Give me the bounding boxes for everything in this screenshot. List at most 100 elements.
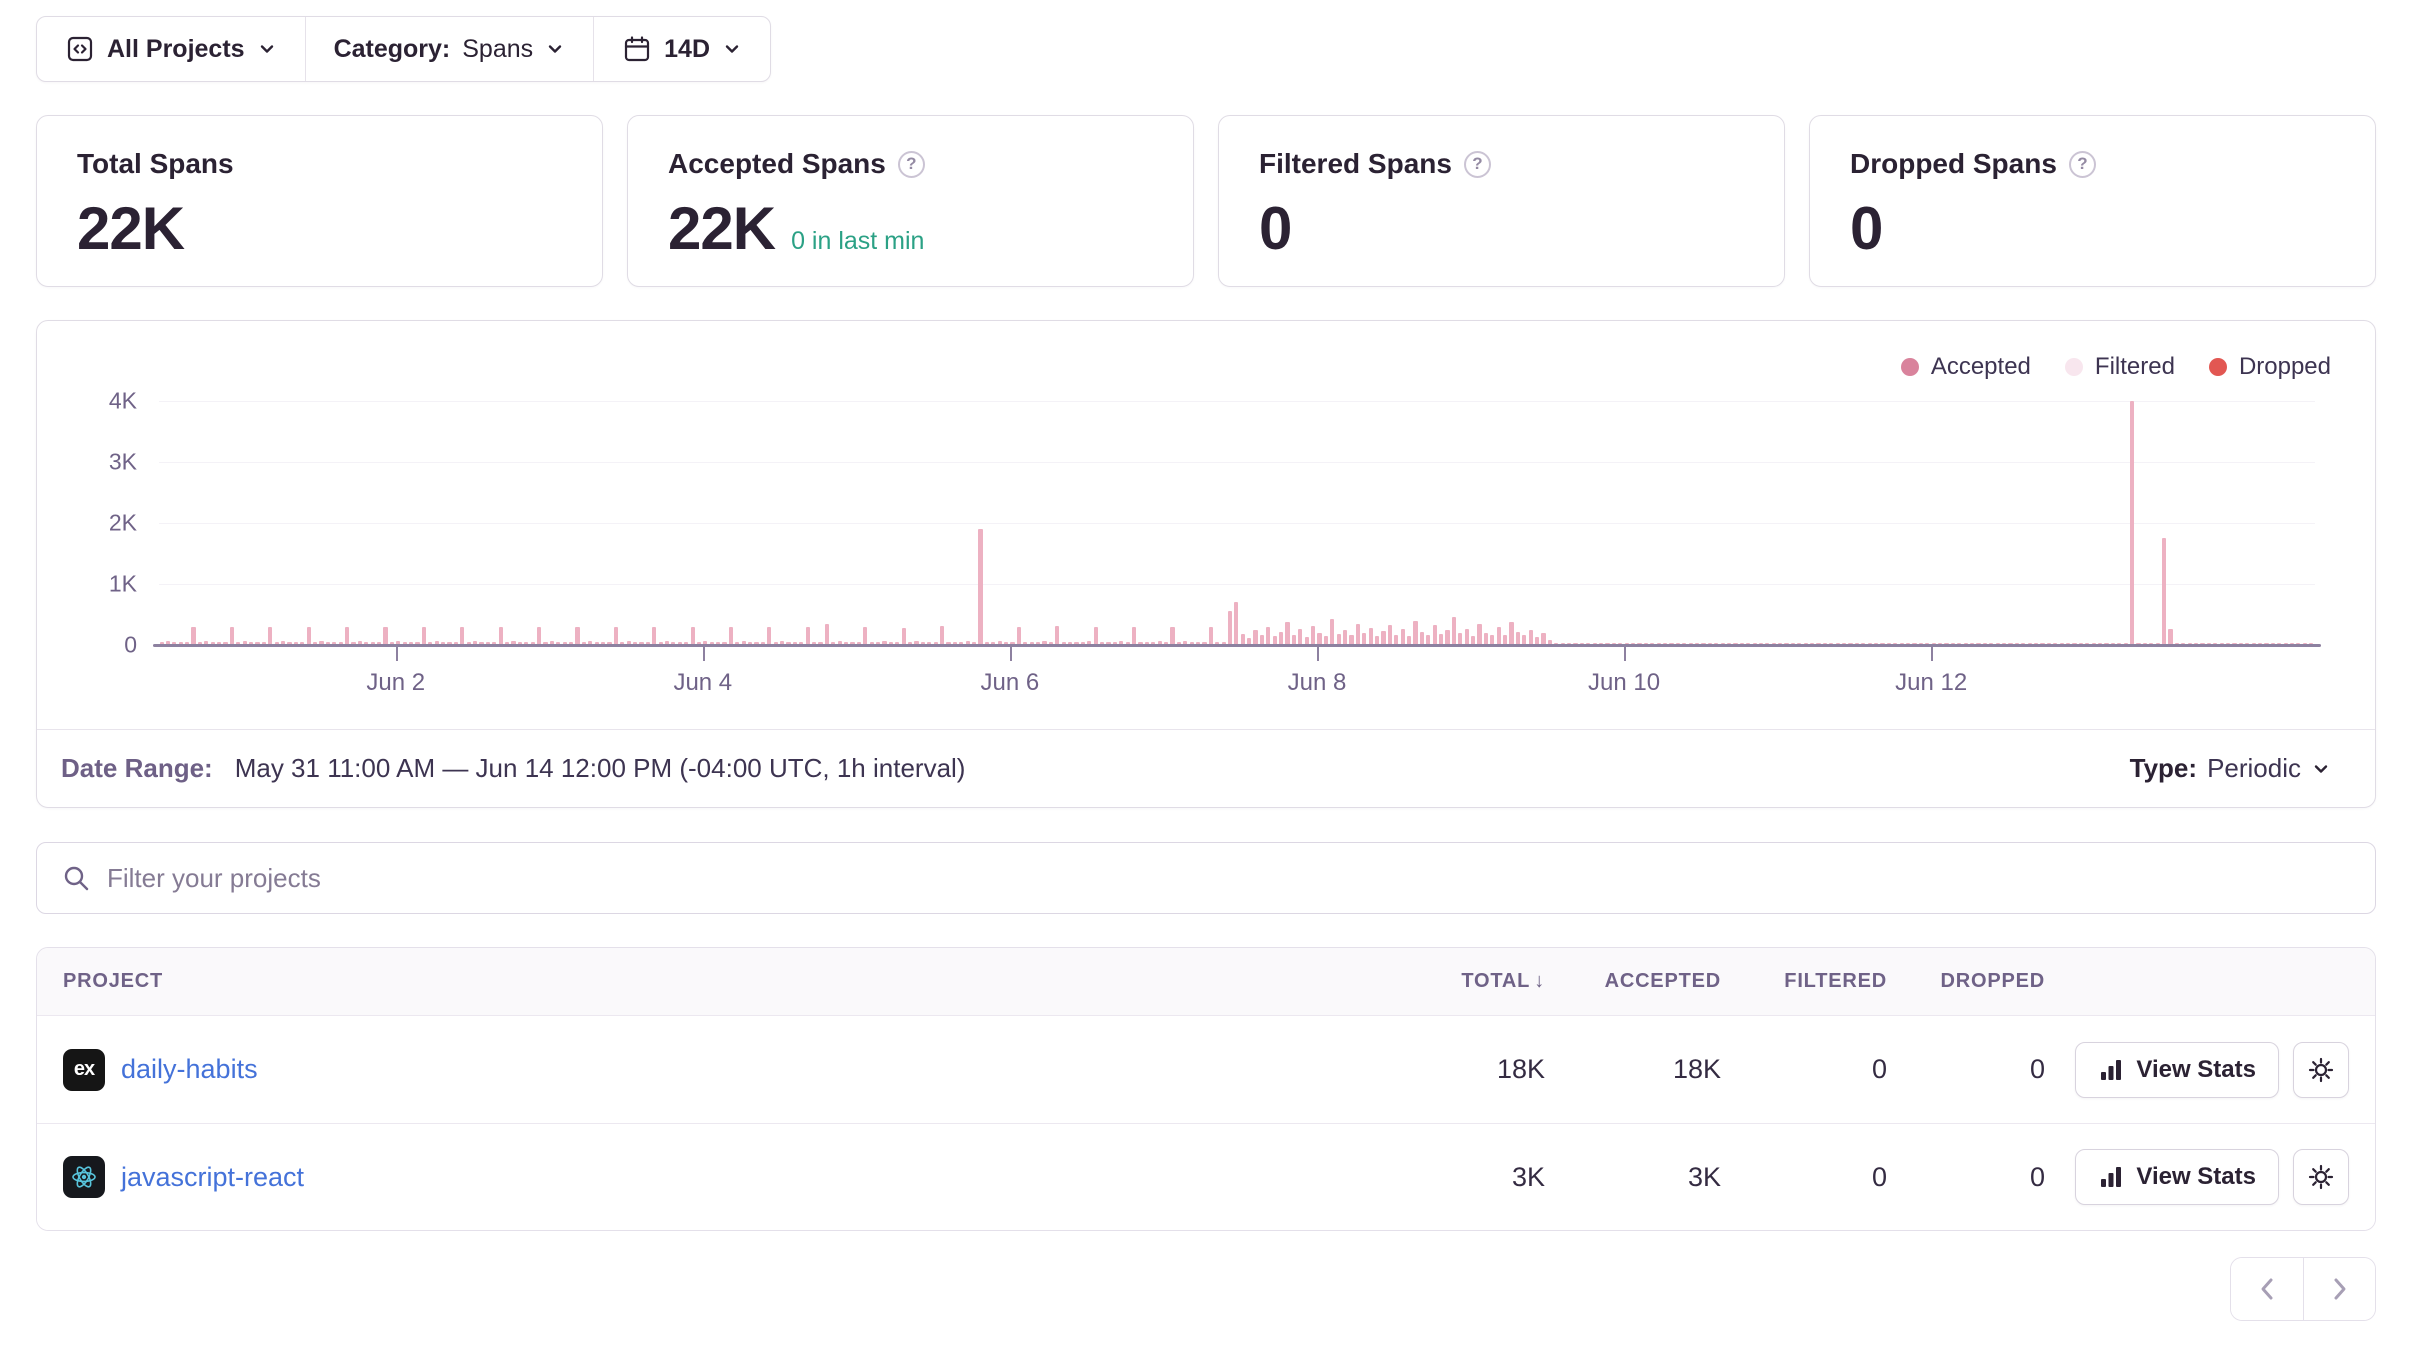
category-label: Category: [333,34,451,63]
chart-bar [1675,642,1680,645]
card-value: 0 [1259,195,1292,262]
chart-bar [1906,642,1911,645]
chart-bar [2002,642,2007,645]
chart-bar [1298,629,1303,645]
chart-bar [997,641,1002,645]
chevron-down-icon [2314,764,2328,773]
chart-bar [543,641,548,645]
type-selector[interactable]: Type: Periodic [2130,753,2331,784]
chart-bar [1016,627,1021,645]
column-header-total[interactable]: TOTAL ↓ [1461,970,1545,992]
chart-bar [2277,642,2282,645]
card-dropped-spans: Dropped Spans ? 0 [1809,115,2376,287]
chart-bar [2034,642,2039,645]
chart-bar [332,641,337,645]
chart-bar [402,642,407,645]
chart-bar [1758,642,1764,645]
date-range-value: 14D [664,34,711,63]
chart-bar [1970,642,1975,645]
chart-bar [2213,642,2218,645]
chart-bar [1957,642,1962,645]
legend-label: Accepted [1930,353,2031,380]
chart-bar [1023,642,1028,645]
chart-bar [1854,642,1860,645]
chart-bar [1157,641,1162,645]
chart-bar [1355,623,1361,645]
chart-bar [1643,642,1648,645]
y-tick-label: 1K [108,570,137,597]
next-page-button[interactable] [2303,1258,2375,1320]
chart-bar [396,641,401,645]
chart-bar [748,642,753,645]
legend-item-dropped[interactable]: Dropped [2208,351,2331,383]
chart-bar [632,642,638,645]
chart-bar [856,641,862,645]
react-platform-icon [63,1156,105,1198]
chart-bar [639,641,644,645]
chart-bar [1778,642,1783,645]
search-icon [64,866,89,891]
card-title: Accepted Spans [668,148,886,179]
type-label: Type: [2129,753,2198,783]
express-platform-icon: ex [63,1048,105,1091]
chart-bar [1816,642,1821,645]
chart-bar [952,641,957,645]
chart-bar [2302,642,2307,645]
bar-chart: Jun 2 Jun 4 Jun 6 Jun 8 Jun 10 Jun 12 0 1K 2K 3K… [109,388,2321,696]
chart-bar [1426,634,1431,645]
chart-bar [1503,634,1508,645]
table-row: ex daily-habits 18K 18K 0 0 View Stats [37,1016,2375,1123]
chart-bar [1240,634,1245,645]
legend-item-filtered[interactable]: Filtered [2064,351,2175,383]
project-selector[interactable]: All Projects [37,17,305,81]
chart-bar [1739,642,1744,645]
chart-bar [1618,642,1623,645]
project-settings-button[interactable] [2293,1041,2349,1098]
pagination [36,1257,2376,1341]
project-link[interactable]: javascript-react [121,1161,305,1192]
chart-bar [1080,642,1085,645]
help-icon[interactable]: ? [2068,150,2096,178]
category-selector[interactable]: Category: Spans [304,17,594,81]
chart-bar [1119,641,1124,645]
accepted-cell: 18K [1672,1054,1721,1084]
chart-bar [1253,629,1258,645]
chart-bar [1592,642,1597,645]
chart-bar [1938,642,1943,645]
project-settings-button[interactable] [2293,1149,2349,1205]
help-icon[interactable]: ? [897,150,925,178]
chart-bar [2193,642,2199,645]
project-link[interactable]: daily-habits [121,1054,258,1084]
chart-bar [1701,642,1706,645]
chart-bar [1950,642,1956,645]
chart-bar [1912,642,1917,645]
chart-bar [581,641,586,645]
search-input[interactable] [107,862,2351,894]
x-tick [1624,647,1627,661]
chart-bar [1227,611,1233,645]
chart-bar [2289,642,2295,645]
chart-bar [824,623,830,645]
card-title: Dropped Spans [1850,148,2057,179]
chart-bar [2014,642,2019,645]
view-stats-button[interactable]: View Stats [2075,1149,2279,1205]
card-value: 22K [668,195,776,262]
accepted-dot-icon [1900,358,1919,376]
chart-bar [1151,641,1156,645]
chart-bar [1317,632,1322,645]
view-stats-button[interactable]: View Stats [2075,1041,2279,1098]
previous-page-button[interactable] [2231,1258,2303,1320]
chart-bar [1714,642,1719,645]
chart-bar [1247,637,1252,645]
chart-bar [991,642,996,645]
chart-bar [1413,620,1418,645]
chart-bar [1266,626,1271,645]
chart-bar [1982,642,1987,645]
chart-bar [1598,642,1604,645]
legend-item-accepted[interactable]: Accepted [1900,351,2031,383]
chart-bar [1624,642,1629,645]
date-range-selector[interactable]: 14D [593,17,770,81]
help-icon[interactable]: ? [1463,150,1491,178]
column-header-accepted: ACCEPTED [1604,970,1721,992]
projects-icon [67,36,93,62]
